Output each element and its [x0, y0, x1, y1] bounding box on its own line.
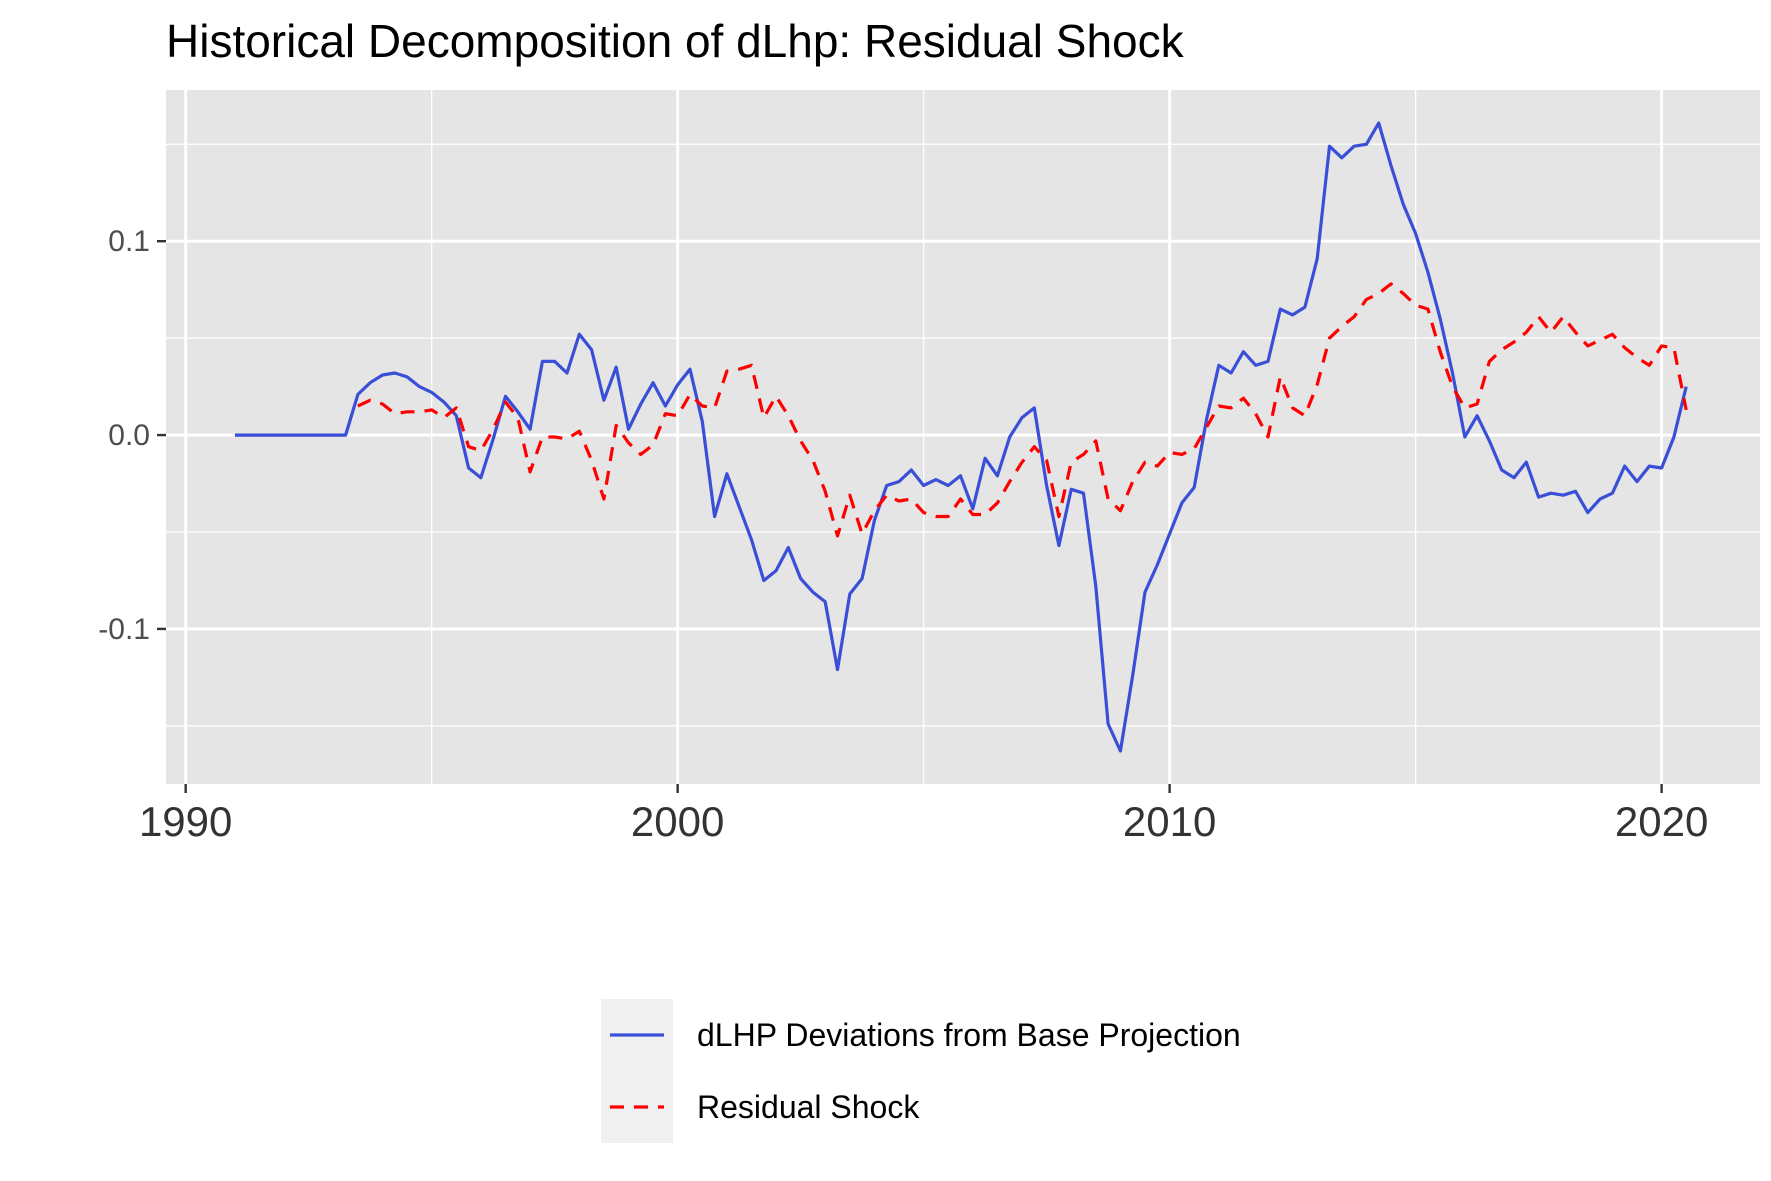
legend-key-background — [601, 999, 673, 1143]
series-line-1 — [357, 282, 1688, 538]
series-layer — [234, 121, 1688, 753]
legend: dLHP Deviations from Base Projection Resi… — [601, 999, 1241, 1143]
x-tick-label: 2020 — [1615, 798, 1708, 845]
minor-gridlines — [166, 90, 1760, 784]
major-gridlines — [166, 90, 1760, 784]
y-tick-label: -0.1 — [98, 613, 150, 646]
x-tick-label: 2010 — [1123, 798, 1216, 845]
x-tick-label: 1990 — [139, 798, 232, 845]
legend-label-0: dLHP Deviations from Base Projection — [697, 1017, 1241, 1053]
legend-label-1: Residual Shock — [697, 1089, 920, 1125]
y-axis: -0.1 0.0 0.1 — [98, 225, 166, 646]
x-axis: 1990 2000 2010 2020 — [139, 784, 1708, 845]
y-tick-label: 0.1 — [108, 225, 150, 258]
series-line-0 — [234, 121, 1688, 753]
y-tick-label: 0.0 — [108, 419, 150, 452]
plot-panel — [166, 90, 1760, 784]
x-tick-label: 2000 — [631, 798, 724, 845]
chart-title: Historical Decomposition of dLhp: Residu… — [166, 15, 1185, 67]
